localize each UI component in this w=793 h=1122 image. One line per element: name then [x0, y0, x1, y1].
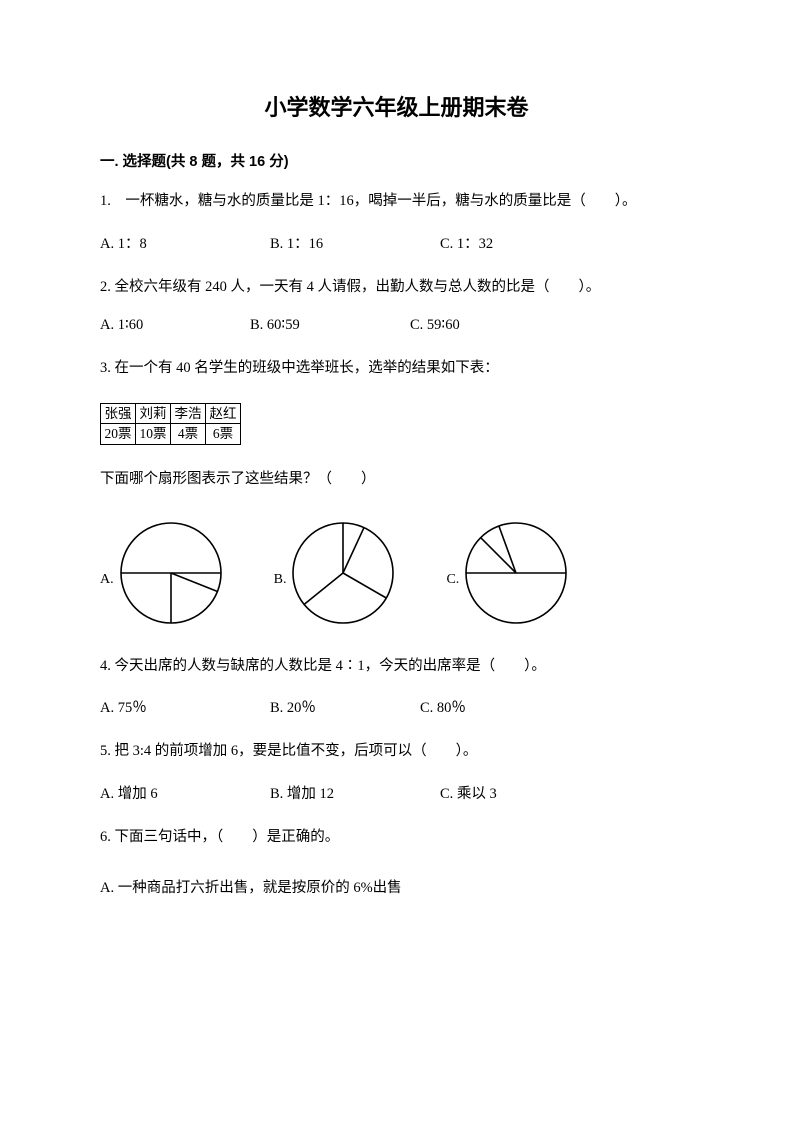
- pie-chart-row: A. B. C.: [100, 520, 693, 626]
- question-3-prompt: 下面哪个扇形图表示了这些结果？（ ）: [100, 467, 693, 492]
- question-3: 3. 在一个有 40 名学生的班级中选举班长，选举的结果如下表：: [100, 356, 693, 381]
- question-2: 2. 全校六年级有 240 人，一天有 4 人请假，出勤人数与总人数的比是（ ）…: [100, 275, 693, 300]
- question-4-options: A. 75％ B. 20％ C. 80％: [100, 696, 693, 717]
- vote-name-4: 赵红: [206, 403, 241, 424]
- q4-option-a: A. 75％: [100, 696, 270, 717]
- q2-option-b: B. 60∶59: [250, 317, 410, 334]
- q1-option-c: C. 1：32: [440, 232, 493, 253]
- vote-count-4: 6票: [206, 424, 241, 445]
- q2-option-a: A. 1∶60: [100, 317, 250, 334]
- q6-option-a: A. 一种商品打六折出售，就是按原价的 6%出售: [100, 876, 693, 901]
- vote-table: 张强 刘莉 李浩 赵红 20票 10票 4票 6票: [100, 403, 241, 445]
- page-title: 小学数学六年级上册期末卷: [100, 90, 693, 122]
- pie-option-c: C.: [446, 520, 569, 626]
- question-1-options: A. 1：8 B. 1：16 C. 1：32: [100, 232, 693, 253]
- pie-chart-a-icon: [118, 520, 224, 626]
- pie-label-a: A.: [100, 572, 114, 626]
- vote-name-3: 李浩: [171, 403, 206, 424]
- pie-chart-b-icon: [290, 520, 396, 626]
- pie-chart-c-icon: [463, 520, 569, 626]
- section-1-header: 一. 选择题(共 8 题，共 16 分): [100, 150, 693, 171]
- q1-option-b: B. 1：16: [270, 232, 440, 253]
- question-1: 1. 一杯糖水，糖与水的质量比是 1：16，喝掉一半后，糖与水的质量比是（ ）。: [100, 189, 693, 214]
- q2-option-c: C. 59∶60: [410, 317, 460, 334]
- question-6: 6. 下面三句话中，（ ）是正确的。: [100, 825, 693, 850]
- question-4: 4. 今天出席的人数与缺席的人数比是 4∶1，今天的出席率是（ ）。: [100, 654, 693, 679]
- vote-count-2: 10票: [136, 424, 171, 445]
- pie-option-b: B.: [274, 520, 397, 626]
- q5-option-a: A. 增加 6: [100, 782, 270, 803]
- q5-option-b: B. 增加 12: [270, 782, 440, 803]
- question-2-options: A. 1∶60 B. 60∶59 C. 59∶60: [100, 317, 693, 334]
- table-row: 张强 刘莉 李浩 赵红: [101, 403, 241, 424]
- exam-page: 小学数学六年级上册期末卷 一. 选择题(共 8 题，共 16 分) 1. 一杯糖…: [0, 0, 793, 1122]
- pie-label-c: C.: [446, 572, 459, 626]
- question-5: 5. 把 3:4 的前项增加 6，要是比值不变，后项可以（ ）。: [100, 739, 693, 764]
- q1-option-a: A. 1：8: [100, 232, 270, 253]
- q4-option-b: B. 20％: [270, 696, 420, 717]
- table-row: 20票 10票 4票 6票: [101, 424, 241, 445]
- vote-name-2: 刘莉: [136, 403, 171, 424]
- vote-count-3: 4票: [171, 424, 206, 445]
- pie-option-a: A.: [100, 520, 224, 626]
- q4-option-c: C. 80％: [420, 696, 466, 717]
- q5-option-c: C. 乘以 3: [440, 782, 497, 803]
- question-5-options: A. 增加 6 B. 增加 12 C. 乘以 3: [100, 782, 693, 803]
- pie-label-b: B.: [274, 572, 287, 626]
- vote-count-1: 20票: [101, 424, 136, 445]
- vote-name-1: 张强: [101, 403, 136, 424]
